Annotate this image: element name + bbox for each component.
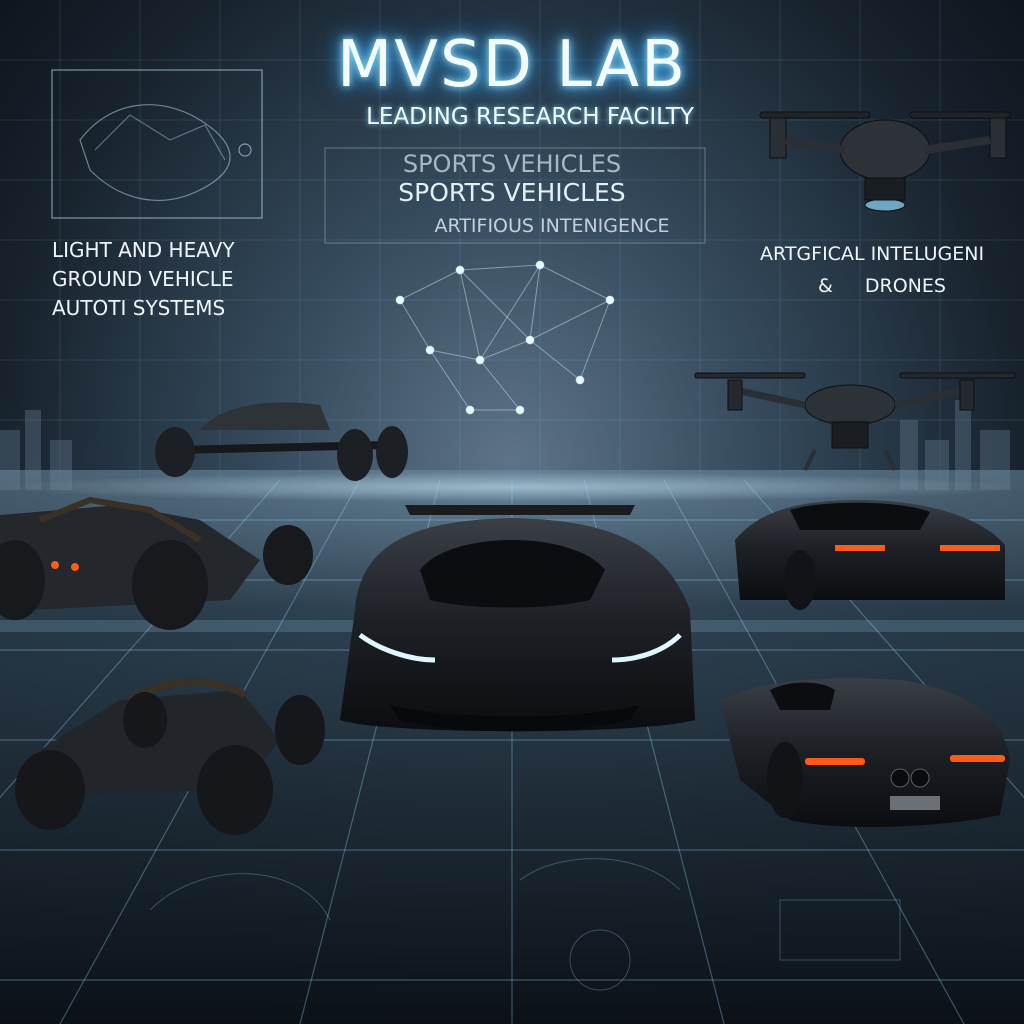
center-frame [324, 147, 706, 244]
upper-grid [0, 0, 1024, 480]
ground-vehicle-line-3: AUTOTI SYSTEMS [52, 296, 226, 320]
ground-vehicle-line-1: LIGHT AND HEAVY [52, 238, 235, 262]
ai-center-caption: ARTIFIOUS INTENIGENCE [434, 215, 670, 237]
floor-schematics [149, 858, 901, 991]
sports-vehicles-ghost: SPORTS VEHICLES [402, 150, 622, 178]
ground-vehicle-line-2: GROUND VEHICLE [52, 267, 234, 291]
ai-drones-line-1: ARTGFICAL INTELUGENI [760, 243, 985, 265]
ai-drones-line-2: & DRONES [818, 275, 946, 297]
buggy-left-top [0, 496, 313, 630]
buggy-left-bottom [15, 678, 325, 835]
sports-vehicles-heading: SPORTS VEHICLES [398, 178, 626, 207]
ampersand: & [818, 275, 833, 297]
schematic-panel [51, 69, 263, 219]
hero-sports-car [340, 505, 695, 732]
neural-network [395, 260, 615, 415]
concept-buggy [155, 402, 408, 481]
drones-word: DRONES [864, 275, 946, 297]
sports-car-right-top [735, 500, 1005, 610]
lab-subtitle: LEADING RESEARCH FACILTY [366, 104, 694, 130]
drone-top-right [759, 111, 1011, 212]
lab-title: MVSD LAB [336, 28, 688, 102]
drone-mid-right [694, 372, 1016, 471]
sports-car-right-bottom [720, 678, 1010, 827]
ground-vehicle-caption: LIGHT AND HEAVY GROUND VEHICLE AUTOTI SY… [52, 236, 235, 323]
